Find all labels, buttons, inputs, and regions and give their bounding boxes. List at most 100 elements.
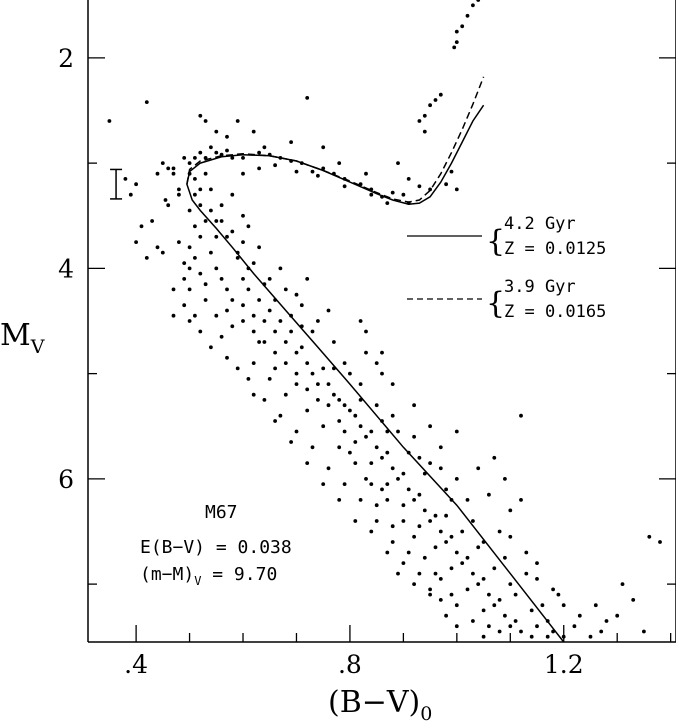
star-point [529, 634, 534, 639]
star-point [214, 234, 219, 239]
star-point [326, 466, 331, 471]
star-point [369, 429, 374, 434]
y-axis-label: MV [0, 318, 45, 358]
star-point [358, 498, 363, 502]
star-point [428, 103, 432, 108]
x-tick-label: .4 [124, 650, 148, 679]
star-point [342, 403, 347, 408]
star-point [561, 634, 566, 639]
star-point [321, 424, 326, 429]
star-point [337, 445, 342, 450]
legend-dashed-line1: 3.9 Gyr [504, 277, 576, 297]
star-point [171, 287, 176, 292]
star-point [144, 100, 149, 104]
star-point [460, 529, 465, 534]
star-point [465, 587, 470, 592]
star-point [160, 161, 165, 166]
star-point [235, 366, 240, 371]
star-point [406, 177, 411, 181]
isochrone-lines [186, 76, 565, 643]
star-point [283, 392, 288, 397]
isochrone-solid [186, 104, 565, 643]
star-point [257, 166, 261, 171]
star-point [422, 113, 427, 118]
star-point [225, 355, 229, 360]
star-point [369, 192, 374, 197]
star-point [241, 240, 245, 245]
star-point [385, 482, 390, 486]
star-point [305, 361, 310, 365]
star-point [310, 371, 315, 376]
star-point [283, 287, 288, 292]
star-point [454, 550, 459, 555]
star-point [251, 261, 256, 265]
x-axis-label: (B−V)0 [328, 685, 432, 725]
star-point [225, 148, 229, 153]
star-point [513, 619, 518, 623]
star-point [487, 592, 491, 597]
star-point [219, 334, 224, 339]
star-point [481, 608, 486, 613]
star-point [380, 455, 384, 460]
star-point [251, 329, 256, 334]
star-point [390, 540, 395, 544]
plot-frame [87, 0, 676, 643]
star-point [230, 192, 235, 197]
star-point [428, 592, 432, 597]
star-point [465, 555, 470, 560]
star-point [337, 498, 342, 502]
star-point [155, 245, 160, 250]
star-point [454, 477, 459, 481]
star-point [444, 487, 448, 492]
star-point [235, 256, 240, 260]
star-point [214, 313, 219, 318]
star-point [150, 219, 155, 223]
star-point [358, 319, 363, 323]
star-point [289, 329, 293, 334]
star-point [209, 187, 213, 192]
star-point [332, 392, 336, 397]
star-point [123, 177, 128, 181]
star-point [561, 603, 566, 608]
star-point [294, 350, 299, 355]
star-point [187, 266, 192, 271]
star-point [380, 350, 384, 355]
star-point [348, 371, 352, 376]
star-point [358, 424, 363, 429]
star-point [481, 577, 486, 581]
star-point [452, 45, 457, 50]
star-point [107, 119, 112, 123]
star-point [246, 287, 251, 292]
star-point [273, 329, 277, 334]
star-point [305, 408, 310, 413]
star-point [588, 634, 593, 639]
star-point [454, 429, 459, 434]
star-point [396, 161, 400, 166]
star-point [342, 184, 347, 189]
star-point [214, 266, 219, 271]
star-point [380, 371, 384, 376]
star-point [374, 361, 379, 365]
star-point [604, 619, 609, 623]
star-point [401, 192, 406, 197]
star-point [364, 171, 368, 176]
star-point [369, 529, 374, 534]
star-point [513, 592, 518, 597]
star-point [230, 156, 235, 160]
star-point [219, 277, 224, 281]
star-point [182, 277, 187, 281]
star-point [134, 182, 139, 187]
star-point [262, 340, 267, 344]
star-point [433, 571, 438, 576]
y-axis-label-sub: V [30, 336, 45, 358]
star-point [535, 561, 539, 565]
star-point [166, 203, 171, 208]
star-point [305, 461, 310, 465]
legend-dashed-line2: Z = 0.0165 [504, 302, 606, 322]
star-point [326, 308, 331, 313]
star-point [396, 429, 400, 434]
legend-solid-brace: { [486, 224, 505, 259]
star-point [219, 203, 224, 208]
star-point [214, 150, 219, 155]
